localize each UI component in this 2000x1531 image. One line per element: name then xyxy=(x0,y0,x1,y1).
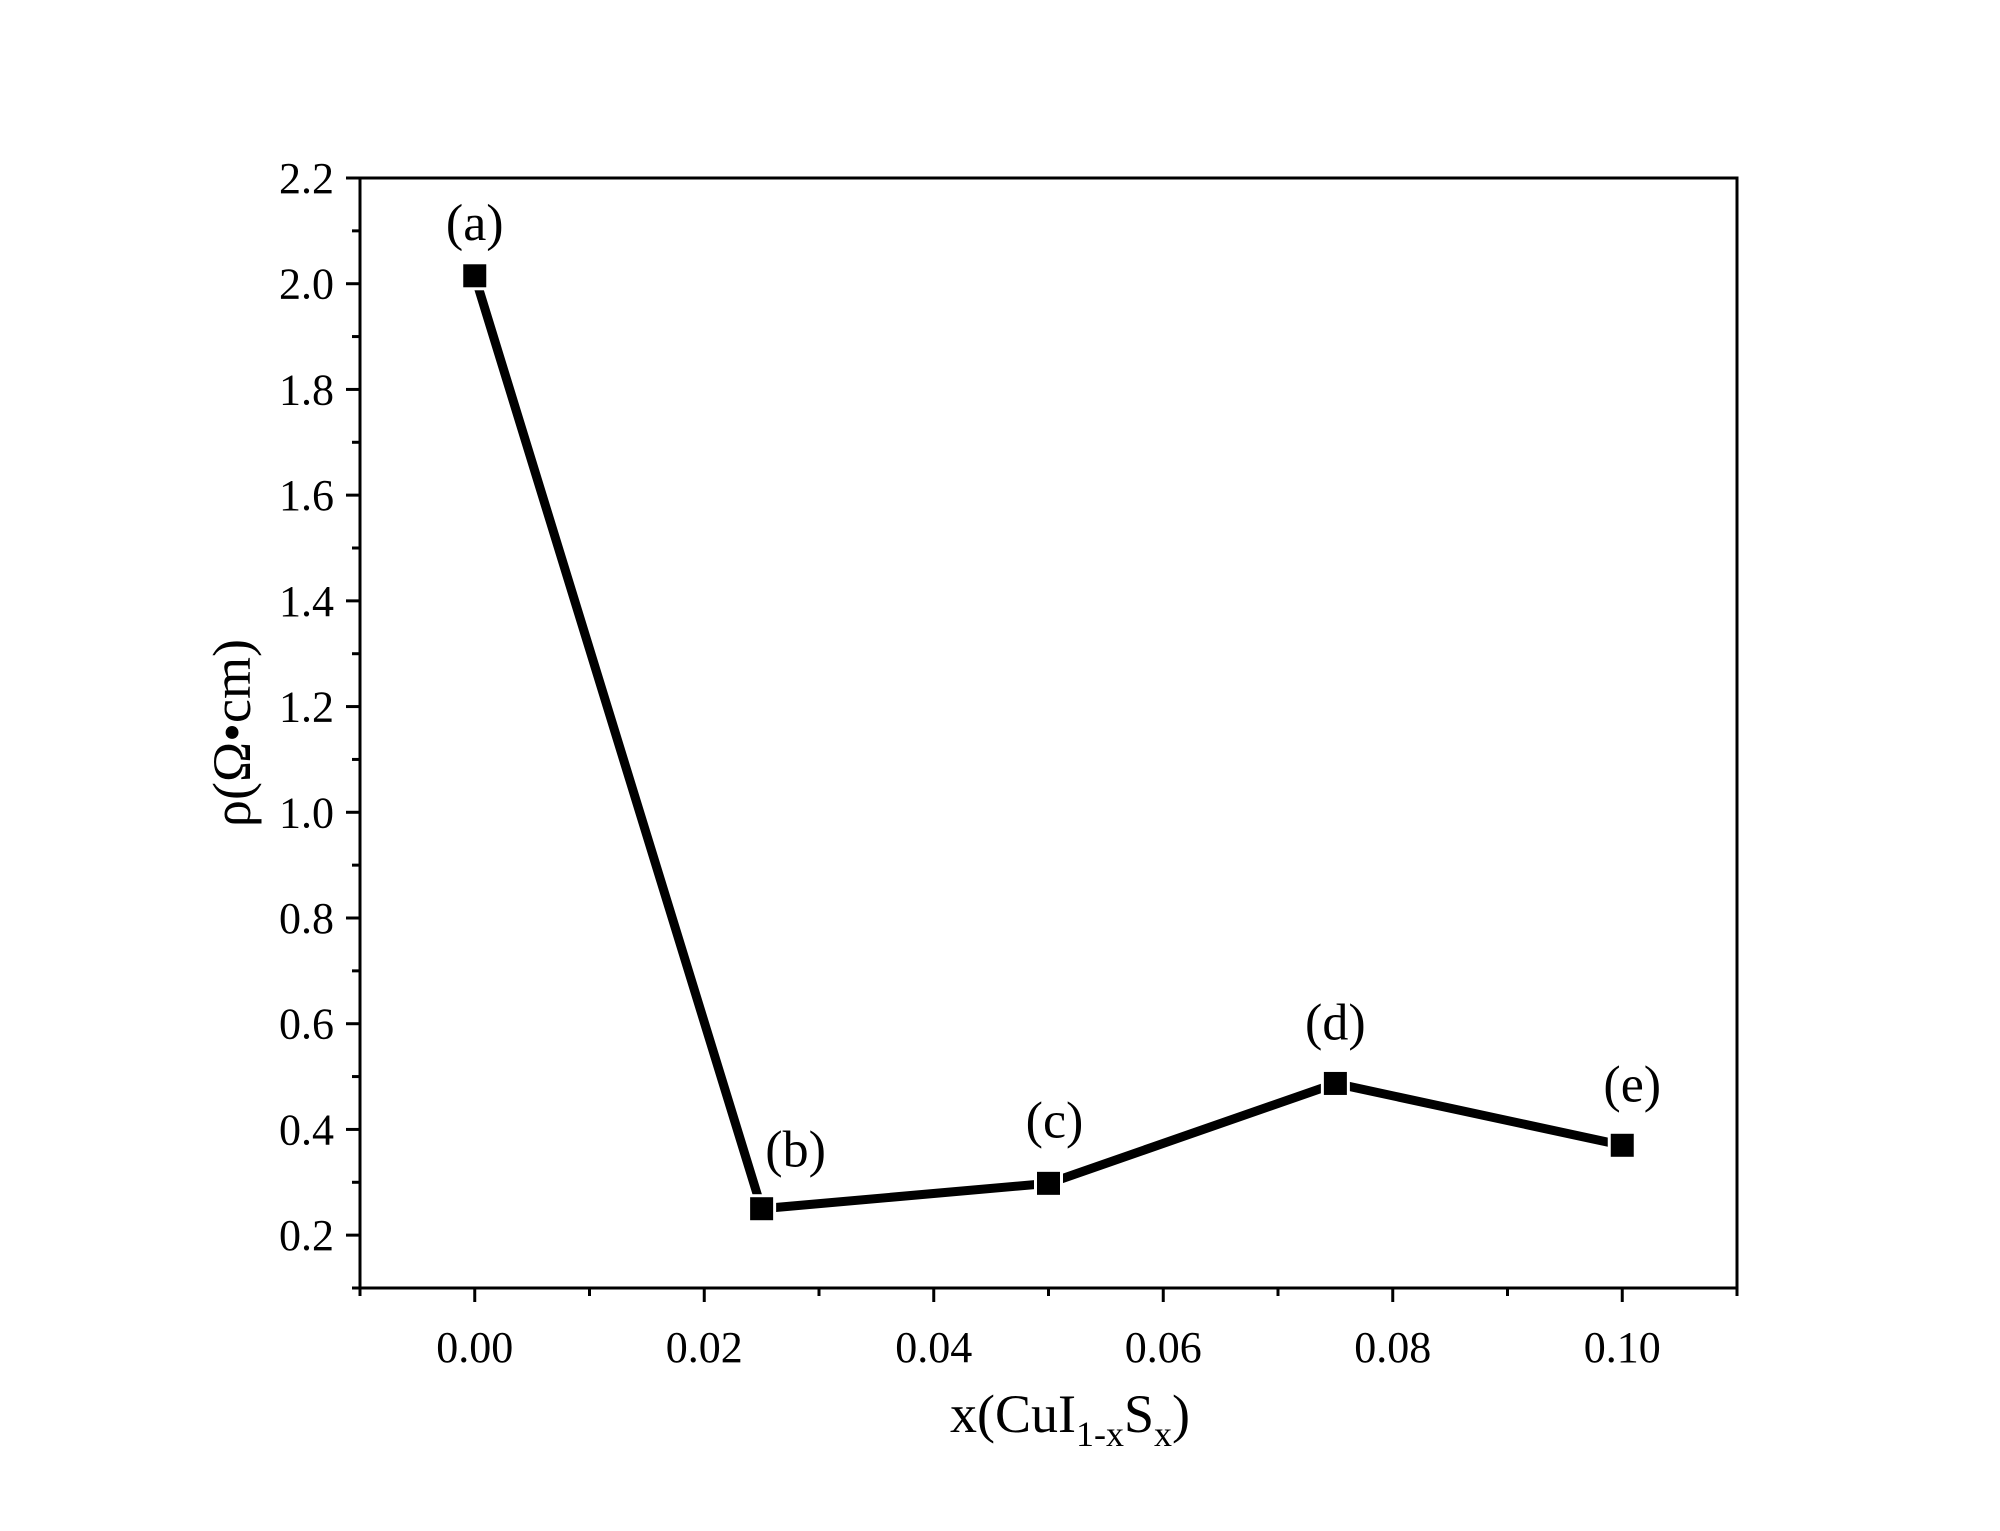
series-line xyxy=(470,274,1624,1214)
x-tick-label: 0.08 xyxy=(1354,1323,1431,1372)
x-axis-title: x(CuI1-xSx) xyxy=(950,1384,1190,1454)
data-point-marker xyxy=(1320,1068,1350,1098)
data-point-marker xyxy=(1034,1168,1063,1198)
y-tick-label: 0.8 xyxy=(279,894,334,943)
data-point-marker xyxy=(1607,1130,1637,1160)
point-label: (a) xyxy=(446,195,504,252)
y-axis: 0.2 0.4 0.6 0.8 1.0 1.2 1.4 1.6 1.8 2.0 2.2 xyxy=(279,154,360,1290)
point-label: (e) xyxy=(1603,1056,1661,1113)
point-label: (c) xyxy=(1026,1092,1084,1149)
point-label: (b) xyxy=(765,1122,826,1179)
x-axis: 0.00 0.02 0.04 0.06 0.08 0.10 xyxy=(358,1288,1739,1372)
x-tick-label: 0.10 xyxy=(1584,1323,1661,1372)
point-label: (d) xyxy=(1305,994,1366,1051)
y-tick-label: 1.8 xyxy=(279,365,334,414)
data-point-marker xyxy=(747,1194,777,1224)
x-axis-title-sub2: x xyxy=(1154,1414,1172,1454)
y-tick-label: 2.0 xyxy=(279,260,334,309)
point-labels: (a) (b) (c) (d) (e) xyxy=(446,195,1661,1179)
y-tick-label: 1.4 xyxy=(279,577,334,626)
x-tick-label: 0.00 xyxy=(436,1323,513,1372)
x-axis-title-end: ) xyxy=(1172,1384,1190,1444)
series-markers xyxy=(460,261,1637,1224)
x-tick-label: 0.04 xyxy=(895,1323,972,1372)
y-tick-label: 2.2 xyxy=(279,154,334,203)
x-tick-label: 0.02 xyxy=(666,1323,743,1372)
x-tick-label: 0.06 xyxy=(1125,1323,1202,1372)
x-axis-title-mid: S xyxy=(1124,1384,1154,1444)
y-tick-label: 1.6 xyxy=(279,471,334,520)
x-axis-title-sub1: 1-x xyxy=(1076,1414,1124,1454)
y-axis-title: ρ(Ω•cm) xyxy=(202,639,262,827)
y-tick-label: 1.0 xyxy=(279,788,334,837)
y-tick-label: 1.2 xyxy=(279,683,334,732)
y-tick-label: 0.2 xyxy=(279,1211,334,1260)
y-tick-label: 0.6 xyxy=(279,1000,334,1049)
x-axis-title-main: x(CuI xyxy=(950,1384,1076,1444)
y-tick-label: 0.4 xyxy=(279,1105,334,1154)
data-point-marker xyxy=(460,261,490,291)
